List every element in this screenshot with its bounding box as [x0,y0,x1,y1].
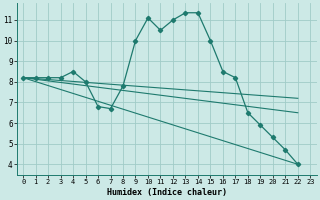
X-axis label: Humidex (Indice chaleur): Humidex (Indice chaleur) [107,188,227,197]
